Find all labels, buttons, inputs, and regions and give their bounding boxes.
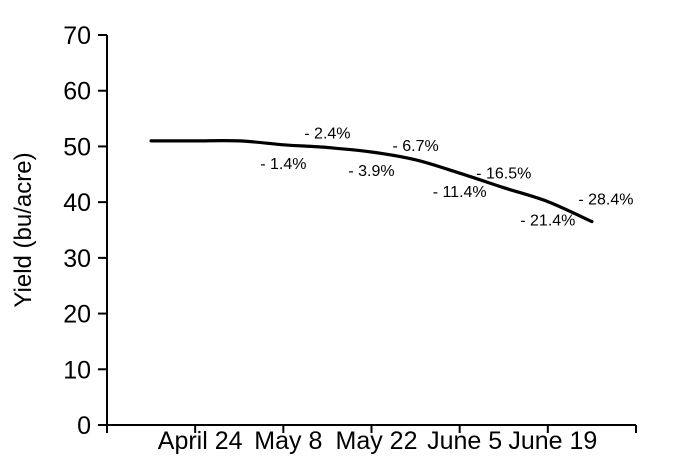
y-tick-label: 20 xyxy=(63,301,91,329)
annotation-label: - 3.9% xyxy=(348,163,394,180)
y-tick-label: 60 xyxy=(63,78,91,106)
annotation-label: - 11.4% xyxy=(433,184,487,201)
annotation-label: - 28.4% xyxy=(578,192,633,209)
x-tick-label: May 22 xyxy=(336,427,418,455)
x-tick-label: April 24 xyxy=(158,427,243,455)
annotation-label: - 6.7% xyxy=(392,138,438,155)
annotation-label: - 16.5% xyxy=(476,166,531,183)
y-tick-label: 70 xyxy=(63,22,91,50)
y-tick-label: 30 xyxy=(63,245,91,273)
y-tick-label: 0 xyxy=(77,412,91,440)
x-tick-label: June 5 xyxy=(427,427,502,455)
annotation-label: - 1.4% xyxy=(260,156,306,173)
x-tick-label: May 8 xyxy=(254,427,322,455)
x-tick-label: June 19 xyxy=(508,427,597,455)
annotation-label: - 21.4% xyxy=(520,213,575,230)
y-tick-label: 10 xyxy=(63,356,91,384)
y-tick-label: 40 xyxy=(63,189,91,217)
y-axis-title: Yield (bu/acre) xyxy=(10,152,37,307)
yield-line xyxy=(149,138,594,224)
y-tick-label: 50 xyxy=(63,133,91,161)
annotation-label: - 2.4% xyxy=(304,126,350,143)
